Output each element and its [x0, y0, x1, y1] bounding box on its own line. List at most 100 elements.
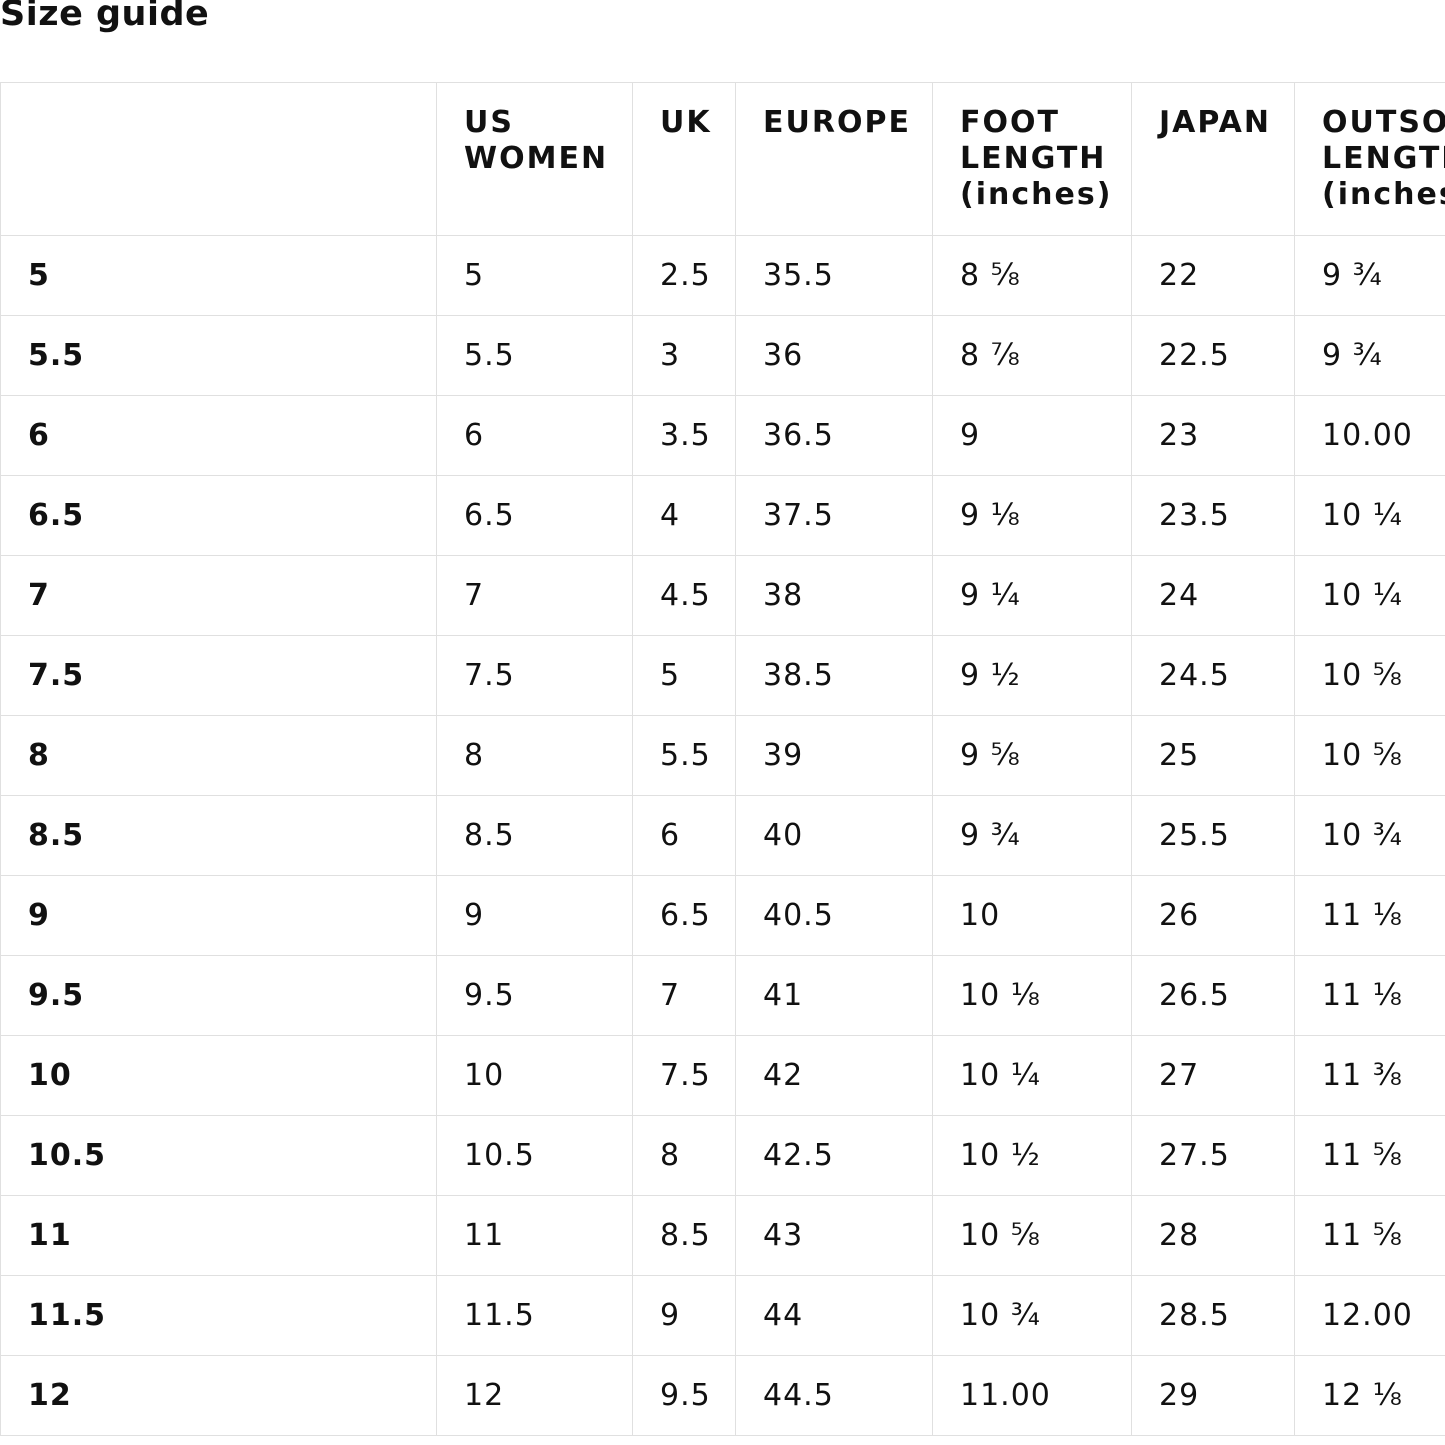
table-cell: 11.5: [436, 1275, 633, 1356]
row-header-cell: 5: [0, 235, 437, 316]
table-cell: 9: [932, 395, 1132, 476]
table-cell: 42: [735, 1035, 933, 1116]
table-cell: 3: [632, 315, 736, 396]
table-cell: 9 ¾: [932, 795, 1132, 876]
table-row: 9.5 9.5 7 41 10 ⅛ 26.5 11 ⅛: [0, 955, 1445, 1036]
table-cell: 38: [735, 555, 933, 636]
table-cell: 4: [632, 475, 736, 556]
table-cell: 12.00: [1294, 1275, 1445, 1356]
table-cell: 23.5: [1131, 475, 1295, 556]
table-cell: 44: [735, 1275, 933, 1356]
table-cell: 26.5: [1131, 955, 1295, 1036]
table-cell: 27.5: [1131, 1115, 1295, 1196]
table-cell: 9 ⅛: [932, 475, 1132, 556]
table-row: 11 11 8.5 43 10 ⅝ 28 11 ⅝: [0, 1195, 1445, 1276]
row-header-cell: 9.5: [0, 955, 437, 1036]
table-cell: 8 ⅝: [932, 235, 1132, 316]
table-cell: 9.5: [632, 1355, 736, 1436]
table-cell: 10 ¼: [1294, 475, 1445, 556]
header-cell: UK: [632, 82, 736, 236]
table-cell: 9 ¾: [1294, 315, 1445, 396]
table-cell: 35.5: [735, 235, 933, 316]
table-cell: 2.5: [632, 235, 736, 316]
table-cell: 6.5: [632, 875, 736, 956]
table-cell: 8: [436, 715, 633, 796]
table-cell: 43: [735, 1195, 933, 1276]
table-cell: 5: [436, 235, 633, 316]
table-cell: 9 ½: [932, 635, 1132, 716]
table-cell: 28: [1131, 1195, 1295, 1276]
table-cell: 10 ¼: [1294, 555, 1445, 636]
header-cell: EUROPE: [735, 82, 933, 236]
table-cell: 22.5: [1131, 315, 1295, 396]
table-cell: 10.5: [436, 1115, 633, 1196]
table-cell: 7.5: [436, 635, 633, 716]
header-cell: US WOMEN: [436, 82, 633, 236]
table-cell: 23: [1131, 395, 1295, 476]
table-cell: 28.5: [1131, 1275, 1295, 1356]
header-cell: FOOT LENGTH (inches): [932, 82, 1132, 236]
row-header-cell: 11: [0, 1195, 437, 1276]
table-row: 12 12 9.5 44.5 11.00 29 12 ⅛: [0, 1355, 1445, 1436]
table-cell: 9 ¼: [932, 555, 1132, 636]
table-cell: 10 ¼: [932, 1035, 1132, 1116]
table-cell: 5: [632, 635, 736, 716]
table-cell: 9.5: [436, 955, 633, 1036]
table-cell: 10: [436, 1035, 633, 1116]
row-header-cell: 10.5: [0, 1115, 437, 1196]
table-row: 9 9 6.5 40.5 10 26 11 ⅛: [0, 875, 1445, 956]
table-cell: 29: [1131, 1355, 1295, 1436]
table-cell: 5.5: [436, 315, 633, 396]
header-cell: [0, 82, 437, 236]
table-cell: 7.5: [632, 1035, 736, 1116]
table-row: 10 10 7.5 42 10 ¼ 27 11 ⅜: [0, 1035, 1445, 1116]
table-cell: 6: [632, 795, 736, 876]
table-row: 5.5 5.5 3 36 8 ⅞ 22.5 9 ¾: [0, 315, 1445, 396]
table-cell: 8.5: [436, 795, 633, 876]
table-cell: 25.5: [1131, 795, 1295, 876]
table-cell: 40.5: [735, 875, 933, 956]
table-cell: 4.5: [632, 555, 736, 636]
table-cell: 42.5: [735, 1115, 933, 1196]
table-cell: 8 ⅞: [932, 315, 1132, 396]
table-cell: 36.5: [735, 395, 933, 476]
table-cell: 10: [932, 875, 1132, 956]
table-cell: 6.5: [436, 475, 633, 556]
table-cell: 39: [735, 715, 933, 796]
row-header-cell: 6.5: [0, 475, 437, 556]
table-cell: 6: [436, 395, 633, 476]
size-table: US WOMEN UK EUROPE FOOT LENGTH (inches) JAPA…: [0, 82, 1445, 1436]
table-cell: 10 ½: [932, 1115, 1132, 1196]
table-cell: 10 ¾: [932, 1275, 1132, 1356]
table-row: 7.5 7.5 5 38.5 9 ½ 24.5 10 ⅝: [0, 635, 1445, 716]
table-cell: 11 ⅝: [1294, 1115, 1445, 1196]
table-cell: 10 ⅛: [932, 955, 1132, 1036]
header-cell: JAPAN: [1131, 82, 1295, 236]
table-row: 8 8 5.5 39 9 ⅝ 25 10 ⅝: [0, 715, 1445, 796]
table-cell: 38.5: [735, 635, 933, 716]
table-row: 5 5 2.5 35.5 8 ⅝ 22 9 ¾: [0, 235, 1445, 316]
table-cell: 25: [1131, 715, 1295, 796]
table-cell: 8: [632, 1115, 736, 1196]
table-cell: 27: [1131, 1035, 1295, 1116]
row-header-cell: 6: [0, 395, 437, 476]
row-header-cell: 12: [0, 1355, 437, 1436]
table-cell: 7: [436, 555, 633, 636]
table-cell: 11 ⅝: [1294, 1195, 1445, 1276]
table-cell: 11 ⅛: [1294, 955, 1445, 1036]
table-cell: 24.5: [1131, 635, 1295, 716]
table-cell: 11: [436, 1195, 633, 1276]
table-cell: 10 ⅝: [932, 1195, 1132, 1276]
table-body: 5 5 2.5 35.5 8 ⅝ 22 9 ¾ 5.5 5.5 3 36 8 ⅞ 22.5 9 ¾ 6 6 3.…: [0, 235, 1445, 1436]
table-cell: 10 ¾: [1294, 795, 1445, 876]
table-cell: 7: [632, 955, 736, 1036]
table-cell: 10 ⅝: [1294, 715, 1445, 796]
table-cell: 9 ¾: [1294, 235, 1445, 316]
table-row: 7 7 4.5 38 9 ¼ 24 10 ¼: [0, 555, 1445, 636]
row-header-cell: 8.5: [0, 795, 437, 876]
table-cell: 9 ⅝: [932, 715, 1132, 796]
table-cell: 41: [735, 955, 933, 1036]
row-header-cell: 9: [0, 875, 437, 956]
